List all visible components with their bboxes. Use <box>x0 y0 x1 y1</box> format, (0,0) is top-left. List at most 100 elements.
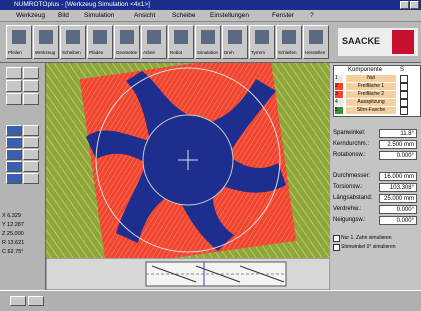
simulation-view <box>46 63 330 258</box>
row-check[interactable] <box>400 99 408 107</box>
checkbox[interactable] <box>333 235 340 242</box>
tool-icon <box>147 30 161 44</box>
tool-label: Tyrrem <box>251 50 265 55</box>
field-label: Rotationsw.: <box>333 152 366 158</box>
tool-label: Schleifen <box>278 50 297 55</box>
tool-button[interactable]: Pfeilen <box>6 25 32 59</box>
menu-item[interactable]: Simulation <box>84 12 114 19</box>
tool-button[interactable]: Dreh <box>222 25 248 59</box>
tool-button[interactable]: Geometrie <box>114 25 140 59</box>
minimize-button[interactable] <box>400 1 409 9</box>
checkbox[interactable] <box>333 244 340 251</box>
tool-label: Pfeilen <box>8 50 22 55</box>
tool-label: Arbeit <box>143 50 155 55</box>
tool-label: Robot <box>170 50 182 55</box>
row-name[interactable]: Nut <box>346 75 396 82</box>
field-value[interactable]: 11.8° <box>379 129 417 138</box>
logo-mark <box>392 30 414 54</box>
field-label: Neigungsw.: <box>333 217 366 223</box>
view-button[interactable] <box>6 161 22 172</box>
row-check[interactable] <box>400 107 408 115</box>
tool-label: Werkzeug <box>35 50 55 55</box>
menu-item[interactable]: Ansicht <box>134 12 155 19</box>
logo-box: SAACKE <box>338 28 418 56</box>
tool-button[interactable]: Scheiben <box>60 25 86 59</box>
menu-item[interactable]: ? <box>310 12 314 19</box>
tool-button[interactable]: Werkzeug <box>33 25 59 59</box>
view-button[interactable] <box>6 173 22 184</box>
view-button[interactable] <box>6 125 22 136</box>
menu-item[interactable]: Bild <box>58 12 69 19</box>
row-check[interactable] <box>400 91 408 99</box>
menu-item[interactable]: Werkzeug <box>16 12 45 19</box>
view-button[interactable] <box>23 125 39 136</box>
logo: SAACKE <box>342 36 380 46</box>
profile-view <box>46 258 330 290</box>
tool-button[interactable]: Robot <box>168 25 194 59</box>
row-name[interactable]: Stirn-Fasche <box>346 107 396 114</box>
nav-button[interactable] <box>6 67 22 79</box>
menu-item[interactable]: Fenster <box>272 12 294 19</box>
view-button[interactable] <box>23 173 39 184</box>
coordinate: C 62.75° <box>2 249 23 255</box>
app-window: NUMROTOplus - [Werkzeug Simulation <4x1>… <box>0 0 421 311</box>
tool-icon <box>120 30 134 44</box>
window-title: NUMROTOplus - [Werkzeug Simulation <4x1>… <box>14 1 150 8</box>
tool-button[interactable]: Tyrrem <box>249 25 275 59</box>
view-button[interactable] <box>23 137 39 148</box>
tool-icon <box>12 30 26 44</box>
field-value[interactable]: 2.500 mm <box>379 140 417 149</box>
tool-icon <box>309 30 323 44</box>
field-value[interactable]: 0.000° <box>379 205 417 214</box>
row-name[interactable]: Freifläche 2 <box>346 91 396 98</box>
table-header: S <box>400 67 404 73</box>
tool-icon <box>282 30 296 44</box>
nav-button[interactable] <box>23 80 39 92</box>
tool-button[interactable]: Herstellen <box>303 25 329 59</box>
close-button[interactable] <box>410 1 419 9</box>
task-button[interactable] <box>10 296 26 306</box>
tool-icon <box>255 30 269 44</box>
row-name[interactable]: Ausspitzung <box>346 99 396 106</box>
row-name[interactable]: Freifläche 1 <box>346 83 396 90</box>
nav-button[interactable] <box>6 80 22 92</box>
field-value[interactable]: 0.000° <box>379 151 417 160</box>
field-value[interactable]: 103.308° <box>379 183 417 192</box>
row-index: 4 <box>335 99 343 106</box>
tool-label: Geometrie <box>116 50 137 55</box>
view-button[interactable] <box>23 149 39 160</box>
tool-button[interactable]: Simulation <box>195 25 221 59</box>
view-button[interactable] <box>6 149 22 160</box>
tool-icon <box>201 30 215 44</box>
tool-label: Herstellen <box>305 50 325 55</box>
tool-button[interactable]: Arbeit <box>141 25 167 59</box>
checkbox-label: Stirnwinkel 0° simulieren <box>341 244 396 250</box>
field-value[interactable]: 25.000 mm <box>379 194 417 203</box>
field-label: Längsabstand: <box>333 195 372 201</box>
nav-button[interactable] <box>6 93 22 105</box>
row-index: 5 <box>335 107 343 114</box>
nav-button[interactable] <box>23 67 39 79</box>
row-check[interactable] <box>400 75 408 83</box>
coordinate: R 13.621 <box>2 240 24 246</box>
tool-icon <box>39 30 53 44</box>
row-index: 2 <box>335 83 343 90</box>
tool-icon <box>174 30 188 44</box>
nav-button[interactable] <box>23 93 39 105</box>
row-check[interactable] <box>400 83 408 91</box>
tool-icon <box>228 30 242 44</box>
row-index: 1 <box>335 75 343 82</box>
menu-item[interactable]: Scheibe <box>172 12 196 19</box>
menu-item[interactable]: Einstellungen <box>210 12 249 19</box>
tool-label: Pfaden <box>89 50 103 55</box>
coordinate: X 6.329 <box>2 213 21 219</box>
field-value[interactable]: 0.000° <box>379 216 417 225</box>
tool-button[interactable]: Pfaden <box>87 25 113 59</box>
field-value[interactable]: 16.000 mm <box>379 172 417 181</box>
view-button[interactable] <box>6 137 22 148</box>
tool-button[interactable]: Schleifen <box>276 25 302 59</box>
task-button[interactable] <box>28 296 44 306</box>
view-button[interactable] <box>23 161 39 172</box>
